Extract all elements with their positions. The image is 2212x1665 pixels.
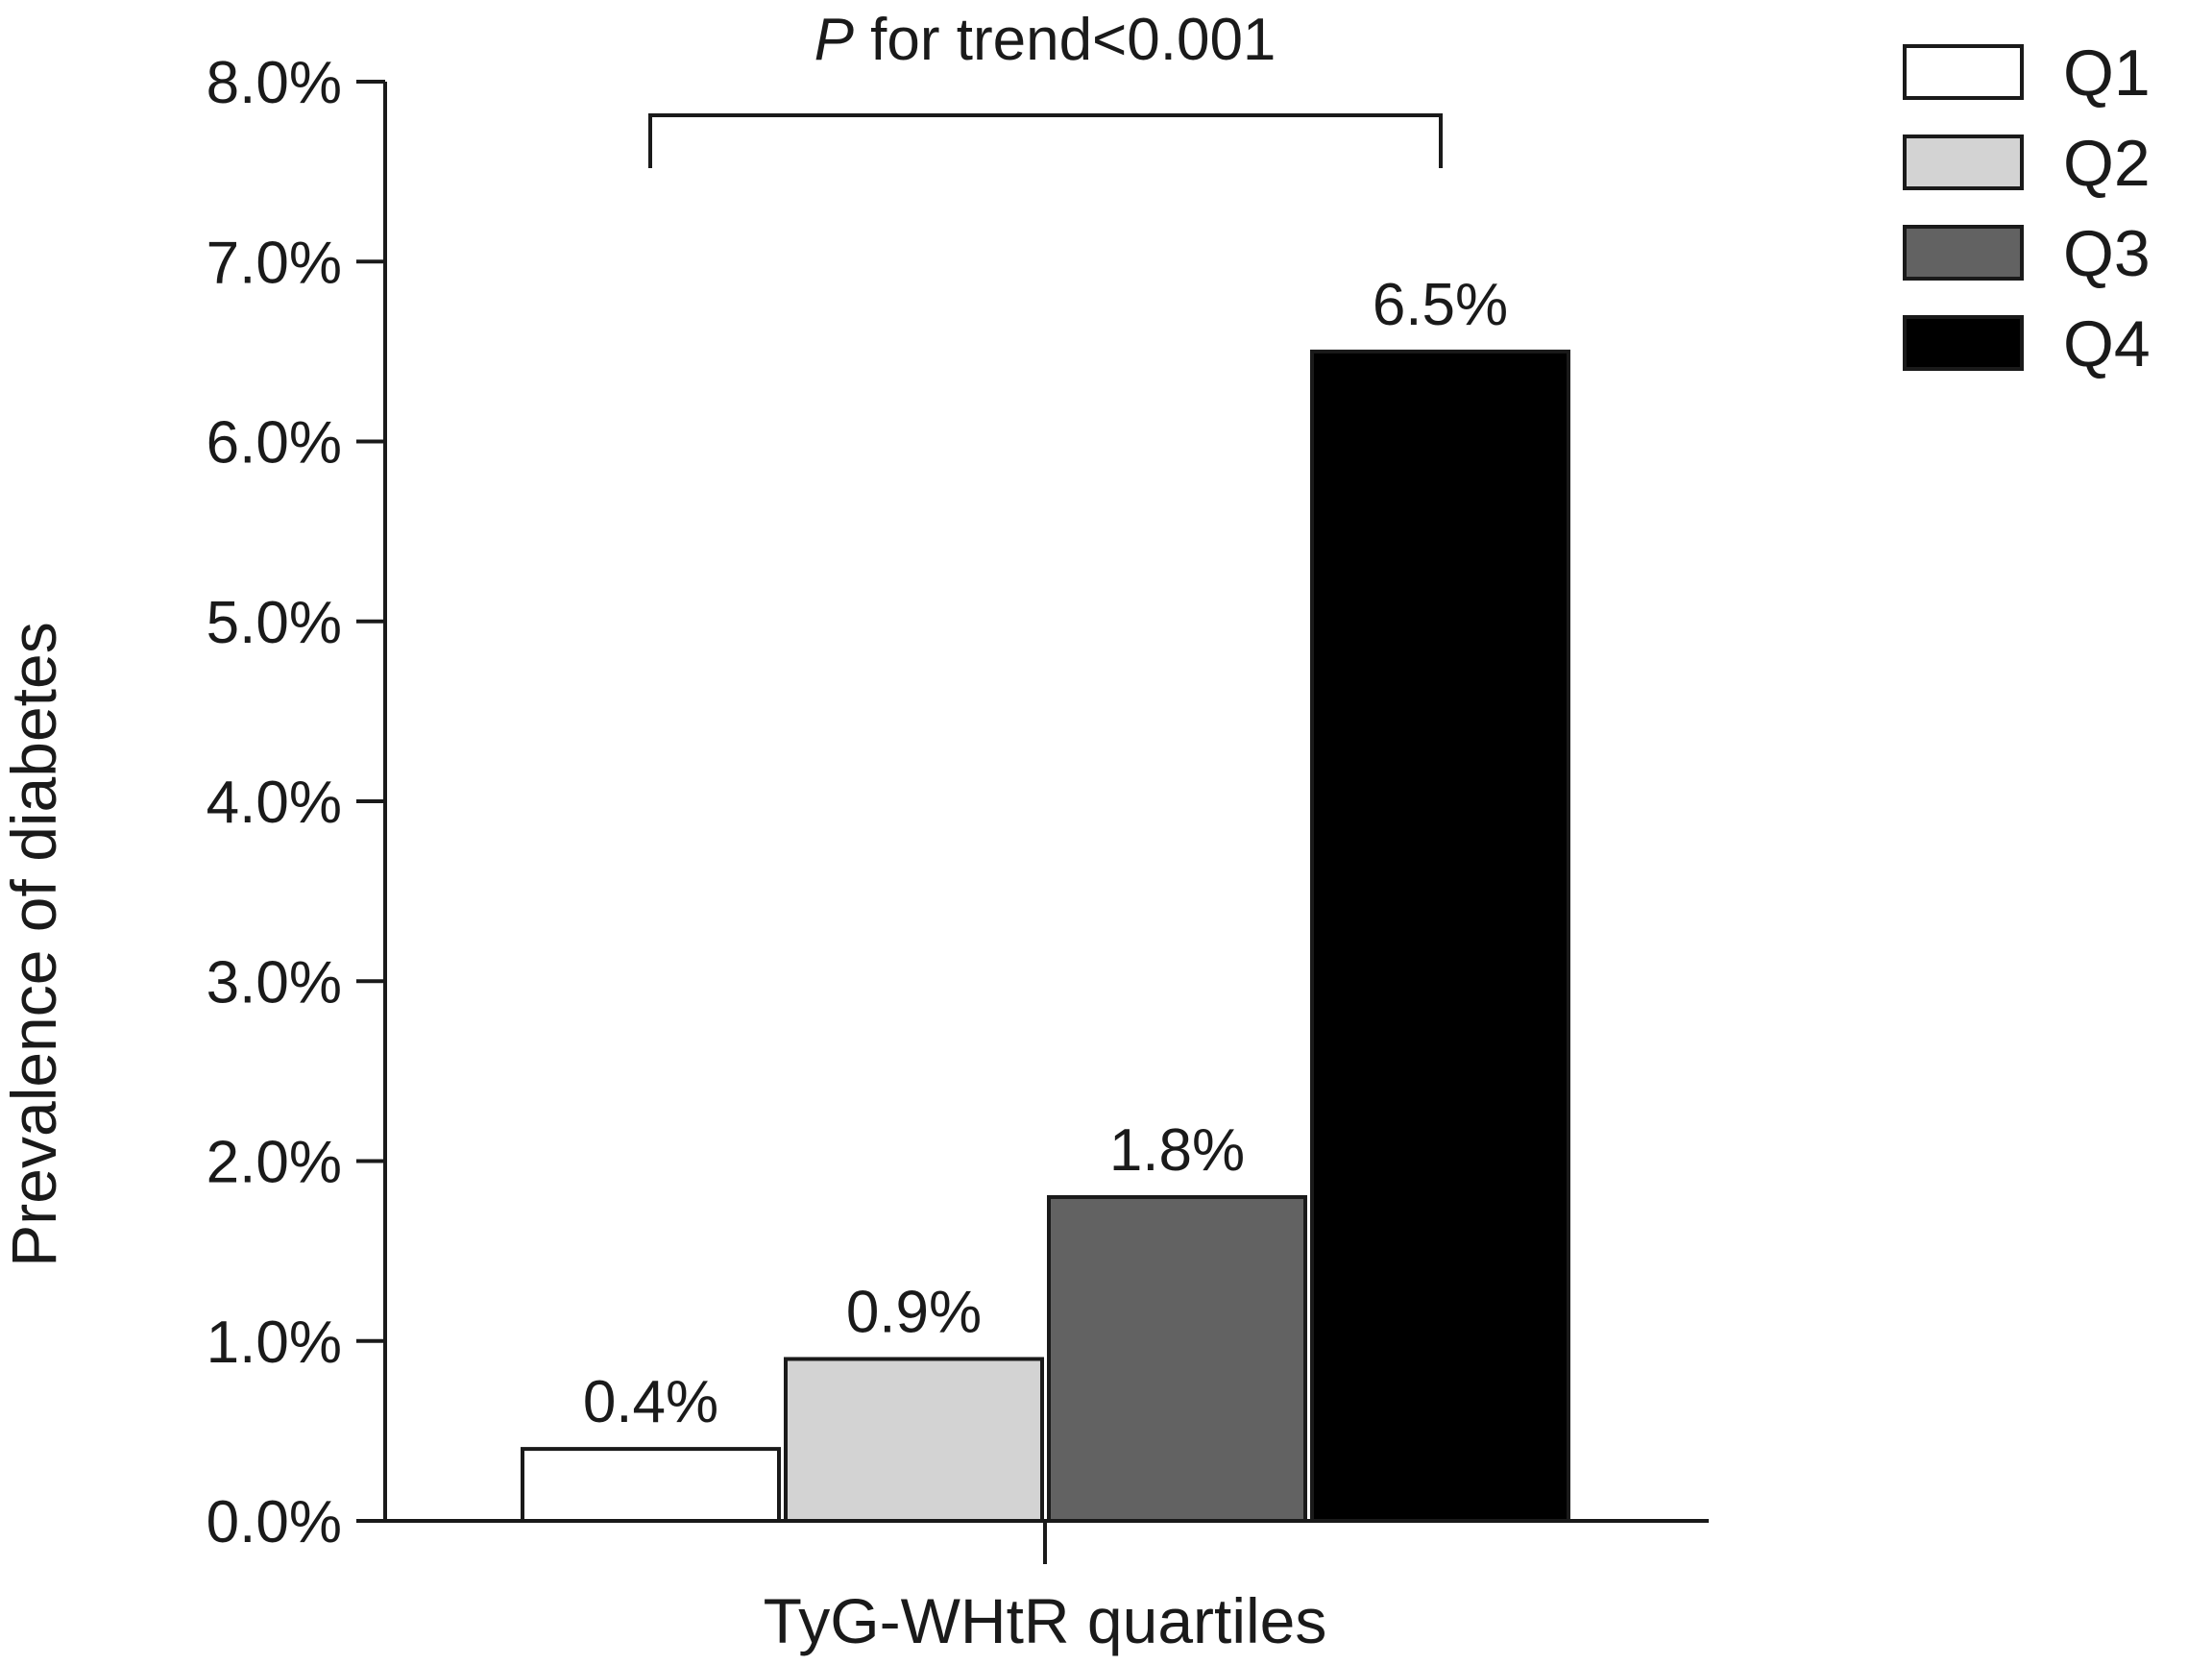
y-tick-label: 3.0% — [207, 949, 342, 1016]
legend-swatch-q2 — [1903, 135, 2024, 190]
data-label-q4: 6.5% — [1373, 272, 1508, 338]
legend-label-q4: Q4 — [2063, 307, 2151, 380]
trend-text: P for trend<0.001 — [814, 7, 1276, 73]
trend-annotation: P for trend<0.001 — [648, 7, 1443, 168]
y-tick-label: 2.0% — [207, 1130, 342, 1196]
legend-swatch-q4 — [1903, 315, 2024, 371]
bar-q4 — [1310, 349, 1570, 1523]
y-axis: 0.0% 1.0% 2.0% 3.0% 4.0% 5.0% 6.0% 7.0% 8.0% — [207, 50, 387, 1555]
data-label-q1: 0.4% — [583, 1369, 718, 1435]
data-label-q3: 1.8% — [1109, 1117, 1245, 1184]
legend-label-q3: Q3 — [2063, 217, 2151, 290]
legend: Q1 Q2 Q3 Q4 — [1903, 37, 2151, 380]
value-labels: 0.4% 0.9% 1.8% 6.5% — [583, 272, 1508, 1435]
legend-label-q1: Q1 — [2063, 37, 2151, 110]
data-label-q2: 0.9% — [846, 1279, 982, 1345]
y-tick-label: 7.0% — [207, 230, 342, 296]
y-tick-label: 5.0% — [207, 590, 342, 656]
y-tick-label: 1.0% — [207, 1310, 342, 1376]
p-symbol: P — [814, 7, 854, 73]
y-axis-title: Prevalence of diabetes — [0, 622, 69, 1266]
legend-swatch-q1 — [1903, 44, 2024, 100]
y-tick-label: 0.0% — [207, 1489, 342, 1555]
y-tick-label: 6.0% — [207, 410, 342, 477]
legend-label-q2: Q2 — [2063, 127, 2151, 200]
bar-q3 — [1047, 1194, 1307, 1523]
y-tick-label: 4.0% — [207, 770, 342, 836]
trend-bracket — [648, 113, 1443, 168]
legend-swatch-q3 — [1903, 225, 2024, 281]
bar-q2 — [784, 1357, 1044, 1523]
x-axis-title: TyG-WHtR quartiles — [764, 1585, 1327, 1656]
trend-label: for trend<0.001 — [854, 7, 1276, 73]
bars — [521, 349, 1570, 1523]
y-tick-label: 8.0% — [207, 50, 342, 116]
bar-q1 — [521, 1447, 781, 1523]
